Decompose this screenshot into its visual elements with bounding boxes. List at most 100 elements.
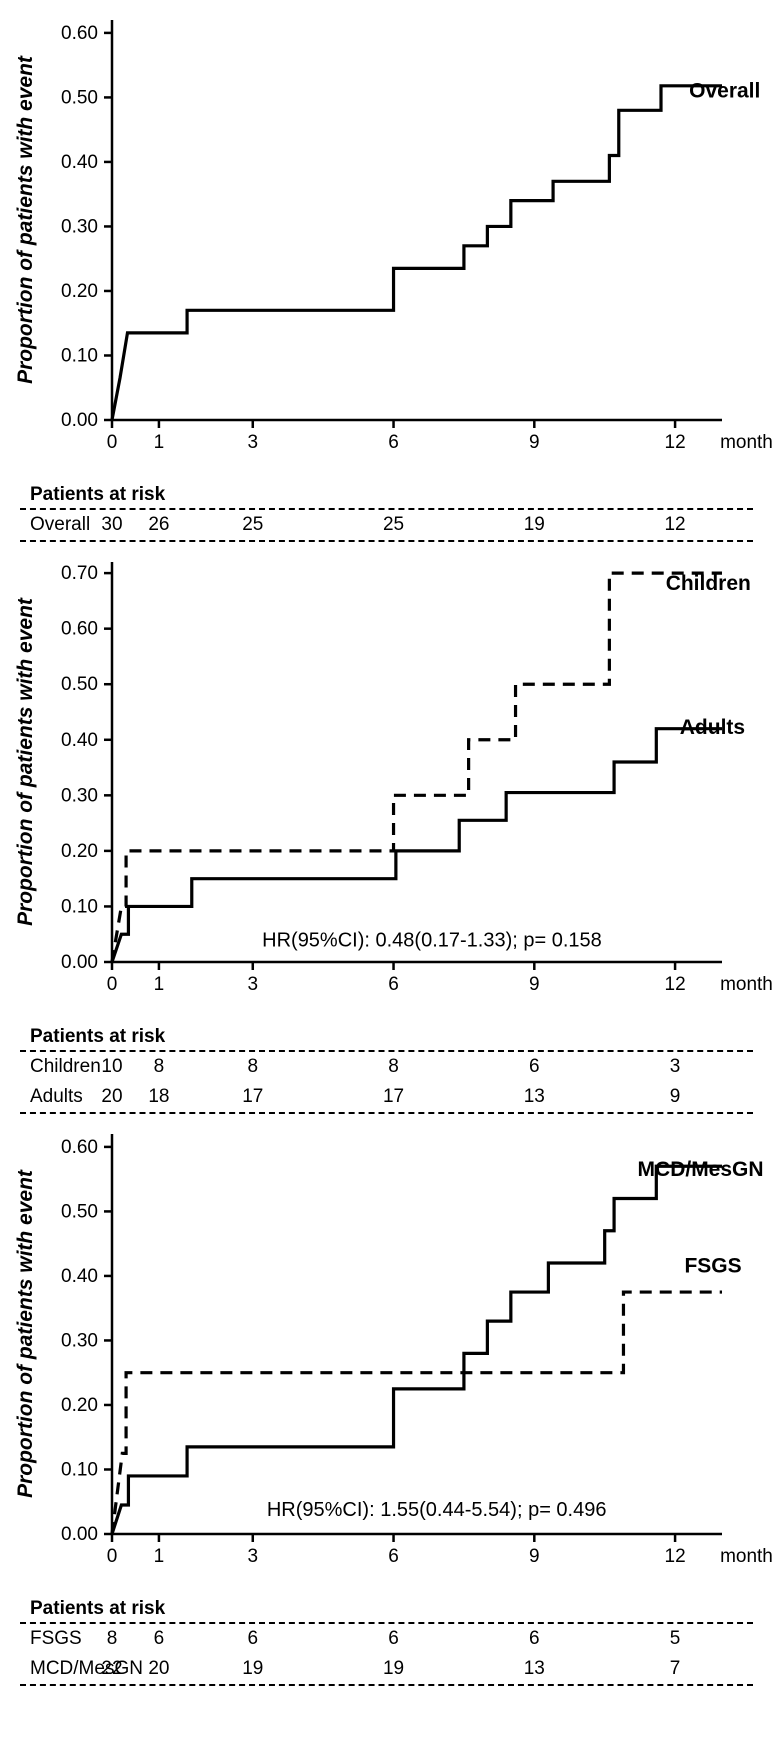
x-tick-label: 12 [665, 1546, 686, 1567]
at-risk-value: 19 [242, 1658, 263, 1680]
at-risk-table: Patients at riskChildren1088863Adults201… [0, 1022, 773, 1114]
y-axis-label: Proportion of patients with event [14, 55, 37, 384]
y-tick-label: 0.30 [61, 216, 98, 237]
at-risk-value: 20 [148, 1658, 169, 1680]
x-tick-label: 1 [154, 432, 165, 453]
at-risk-value: 8 [107, 1628, 118, 1650]
at-risk-value: 8 [247, 1056, 258, 1078]
at-risk-value: 13 [524, 1658, 545, 1680]
at-risk-value: 7 [670, 1658, 681, 1680]
x-axis-label: months [720, 432, 773, 453]
x-tick-label: 6 [388, 1546, 399, 1567]
km-plot-0: 0.000.100.200.300.400.500.600136912month… [0, 0, 773, 480]
at-risk-row: Children1088863 [20, 1052, 753, 1082]
x-axis-label: months [720, 974, 773, 995]
y-tick-label: 0.30 [61, 1330, 98, 1351]
at-risk-value: 26 [148, 514, 169, 536]
panel-overall: 0.000.100.200.300.400.500.600136912month… [0, 0, 773, 480]
series-label: MCD/MesGN [638, 1158, 764, 1181]
x-tick-label: 0 [107, 974, 118, 995]
y-tick-label: 0.60 [61, 23, 98, 44]
series-label: FSGS [684, 1255, 741, 1278]
at-risk-row: Overall30 26 25 25 19 12 [20, 510, 753, 540]
at-risk-value: 18 [148, 1086, 169, 1108]
at-risk-row-label: Adults [20, 1086, 150, 1108]
at-risk-value: 19 [383, 1658, 404, 1680]
y-tick-label: 0.10 [61, 896, 98, 917]
y-tick-label: 0.50 [61, 1201, 98, 1222]
km-plot-2: 0.000.100.200.300.400.500.600136912month… [0, 1114, 773, 1594]
y-tick-label: 0.00 [61, 1524, 98, 1545]
at-risk-value: 10 [101, 1056, 122, 1078]
at-risk-row: Adults20 18 17 17 13 9 [20, 1082, 753, 1112]
panel-histology: 0.000.100.200.300.400.500.600136912month… [0, 1114, 773, 1594]
at-risk-value: 19 [524, 514, 545, 536]
km-plot-1: 0.000.100.200.300.400.500.600.700136912m… [0, 542, 773, 1022]
at-risk-value: 6 [529, 1628, 540, 1650]
at-risk-row: MCD/MesGN22201919137 [20, 1654, 753, 1684]
y-tick-label: 0.60 [61, 1137, 98, 1158]
y-tick-label: 0.40 [61, 1266, 98, 1287]
y-tick-label: 0.70 [61, 563, 98, 584]
y-tick-label: 0.40 [61, 152, 98, 173]
at-risk-value: 6 [247, 1628, 258, 1650]
at-risk-row: FSGS8 6 6 6 6 5 [20, 1624, 753, 1654]
x-tick-label: 3 [247, 974, 258, 995]
y-tick-label: 0.50 [61, 674, 98, 695]
at-risk-value: 12 [664, 514, 685, 536]
at-risk-row-label: Overall [20, 514, 150, 536]
at-risk-value: 8 [154, 1056, 165, 1078]
series-Children [112, 573, 722, 962]
at-risk-row-label: FSGS [20, 1628, 150, 1650]
x-tick-label: 12 [665, 974, 686, 995]
x-tick-label: 0 [107, 1546, 118, 1567]
at-risk-value: 25 [383, 514, 404, 536]
series-FSGS [112, 1292, 722, 1534]
at-risk-value: 9 [670, 1086, 681, 1108]
x-tick-label: 1 [154, 1546, 165, 1567]
y-tick-label: 0.20 [61, 281, 98, 302]
x-tick-label: 9 [529, 432, 540, 453]
at-risk-value: 3 [670, 1056, 681, 1078]
at-risk-value: 5 [670, 1628, 681, 1650]
at-risk-row-label: MCD/MesGN [20, 1658, 150, 1680]
at-risk-header: Patients at risk [20, 1594, 753, 1622]
y-tick-label: 0.20 [61, 841, 98, 862]
y-tick-label: 0.40 [61, 730, 98, 751]
y-tick-label: 0.00 [61, 952, 98, 973]
series-Adults [112, 729, 722, 962]
at-risk-value: 6 [388, 1628, 399, 1650]
hazard-ratio-text: HR(95%CI): 0.48(0.17-1.33); p= 0.158 [262, 929, 602, 951]
x-tick-label: 6 [388, 974, 399, 995]
y-tick-label: 0.50 [61, 87, 98, 108]
y-tick-label: 0.30 [61, 785, 98, 806]
x-axis-label: months [720, 1546, 773, 1567]
y-tick-label: 0.10 [61, 345, 98, 366]
series-label: Adults [680, 716, 745, 739]
at-risk-value: 17 [383, 1086, 404, 1108]
y-tick-label: 0.60 [61, 619, 98, 640]
at-risk-value: 30 [101, 514, 122, 536]
at-risk-value: 20 [101, 1086, 122, 1108]
x-tick-label: 9 [529, 974, 540, 995]
at-risk-table: Patients at riskFSGS866665MCD/MesGN22201… [0, 1594, 773, 1686]
series-MCD/MesGN [112, 1166, 722, 1534]
at-risk-value: 6 [154, 1628, 165, 1650]
series-label: Overall [689, 79, 760, 102]
at-risk-table: Patients at riskOverall302625251912 [0, 480, 773, 542]
y-tick-label: 0.10 [61, 1459, 98, 1480]
y-axis-label: Proportion of patients with event [14, 597, 37, 926]
at-risk-header: Patients at risk [20, 1022, 753, 1050]
series-Overall [112, 86, 722, 420]
x-tick-label: 9 [529, 1546, 540, 1567]
at-risk-value: 25 [242, 514, 263, 536]
panel-age: 0.000.100.200.300.400.500.600.700136912m… [0, 542, 773, 1022]
at-risk-value: 13 [524, 1086, 545, 1108]
y-tick-label: 0.00 [61, 410, 98, 431]
divider [20, 1684, 753, 1686]
at-risk-value: 8 [388, 1056, 399, 1078]
hazard-ratio-text: HR(95%CI): 1.55(0.44-5.54); p= 0.496 [267, 1499, 607, 1521]
y-axis-label: Proportion of patients with event [14, 1169, 37, 1498]
x-tick-label: 6 [388, 432, 399, 453]
at-risk-value: 17 [242, 1086, 263, 1108]
